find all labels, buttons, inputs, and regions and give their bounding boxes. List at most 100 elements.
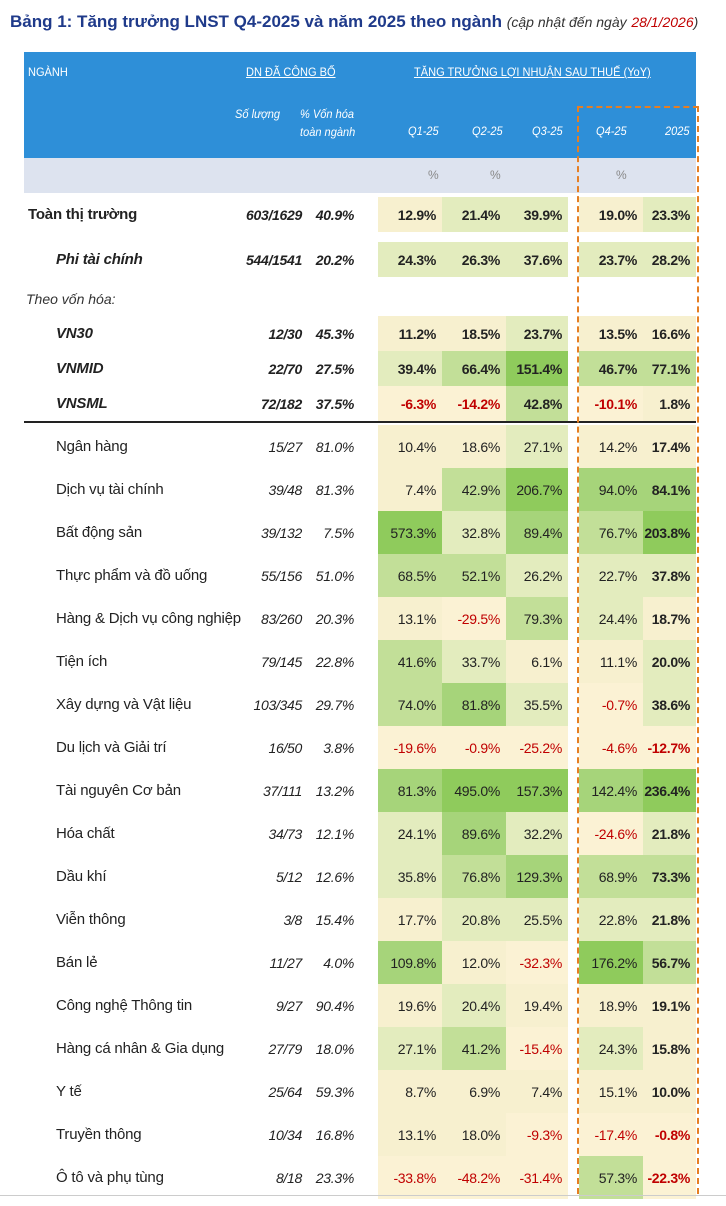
- row-name: Du lịch và Giải trí: [56, 739, 167, 756]
- cell-q1: 109.8%: [378, 941, 442, 984]
- cell-q1: 24.3%: [378, 242, 442, 277]
- cell-cap: 23.3%: [315, 1169, 355, 1186]
- row-name: Ô tô và phụ tùng: [56, 1169, 164, 1186]
- table-row: Hóa chất 34/73 12.1% 24.1% 89.6% 32.2% -24.6% 2…: [24, 812, 696, 855]
- cell-q3: 42.8%: [506, 386, 568, 421]
- cell-q2: 26.3%: [442, 242, 506, 277]
- row-name: Ngân hàng: [56, 438, 128, 455]
- cell-count: 15/27: [268, 438, 302, 455]
- cell-cap: 15.4%: [315, 911, 355, 928]
- header-nganh: NGÀNH: [28, 65, 68, 79]
- table-row: Dịch vụ tài chính 39/48 81.3% 7.4% 42.9% 206.…: [24, 468, 696, 511]
- cell-q1: 19.6%: [378, 984, 442, 1027]
- cell-cap: 18.0%: [315, 1040, 355, 1057]
- cell-q4: -17.4%: [579, 1113, 643, 1156]
- row-name: Phi tài chính: [56, 251, 143, 268]
- cell-count: 55/156: [260, 567, 302, 584]
- header-q4: Q4-25: [596, 124, 627, 138]
- row-name: Xây dựng và Vật liệu: [56, 696, 192, 713]
- cell-count: 603/1629: [246, 206, 302, 223]
- cell-q3: 7.4%: [506, 1070, 568, 1113]
- cell-q4: 11.1%: [579, 640, 643, 683]
- row-name: Dầu khí: [56, 868, 107, 885]
- cell-q3: 89.4%: [506, 511, 568, 554]
- cell-y: 37.8%: [643, 554, 696, 597]
- unit-q1: %: [428, 168, 439, 182]
- cell-q1: 13.1%: [378, 597, 442, 640]
- cell-cap: 51.0%: [315, 567, 355, 584]
- cell-cap: 81.3%: [315, 481, 355, 498]
- cell-q3: 157.3%: [506, 769, 568, 812]
- cell-q3: 25.5%: [506, 898, 568, 941]
- cell-q1: 39.4%: [378, 351, 442, 386]
- table-row: Hàng cá nhân & Gia dụng 27/79 18.0% 27.1% 41…: [24, 1027, 696, 1070]
- cell-q4: 57.3%: [579, 1156, 643, 1199]
- cell-q4: -0.7%: [579, 683, 643, 726]
- title-date: 28/1/2026: [631, 14, 694, 30]
- row-name: Y tế: [56, 1083, 82, 1100]
- cell-q3: 37.6%: [506, 242, 568, 277]
- cell-q2: 20.8%: [442, 898, 506, 941]
- cell-count: 22/70: [268, 360, 302, 377]
- cell-cap: 45.3%: [315, 325, 355, 342]
- cell-cap: 13.2%: [315, 782, 355, 799]
- cell-q4: 24.4%: [579, 597, 643, 640]
- table-row: Y tế 25/64 59.3% 8.7% 6.9% 7.4% 15.1% 10.0%: [24, 1070, 696, 1113]
- unit-q4: %: [616, 168, 627, 182]
- cell-q2: -29.5%: [442, 597, 506, 640]
- cell-q2: 81.8%: [442, 683, 506, 726]
- cell-q1: 74.0%: [378, 683, 442, 726]
- cell-y: 15.8%: [643, 1027, 696, 1070]
- cell-q2: 20.4%: [442, 984, 506, 1027]
- cell-count: 39/48: [268, 481, 302, 498]
- cell-cap: 20.2%: [315, 251, 355, 268]
- cell-y: -12.7%: [643, 726, 696, 769]
- table-row: Thực phẩm và đồ uống 55/156 51.0% 68.5% 52.1…: [24, 554, 696, 597]
- cell-q4: 22.8%: [579, 898, 643, 941]
- cell-q1: 13.1%: [378, 1113, 442, 1156]
- cell-q1: 68.5%: [378, 554, 442, 597]
- table-row: VN30 12/30 45.3% 11.2% 18.5% 23.7% 13.5% 16.6%: [24, 316, 696, 351]
- cell-q1: 35.8%: [378, 855, 442, 898]
- group-label: Theo vốn hóa:: [26, 291, 116, 307]
- table-row: Bán lẻ 11/27 4.0% 109.8% 12.0% -32.3% 176.2% 56…: [24, 941, 696, 984]
- cell-q3: 206.7%: [506, 468, 568, 511]
- cell-y: 17.4%: [643, 425, 696, 468]
- row-name: Tài nguyên Cơ bản: [56, 782, 181, 799]
- table-row: Tiện ích 79/145 22.8% 41.6% 33.7% 6.1% 11.1% 20…: [24, 640, 696, 683]
- table-row: Bất động sản 39/132 7.5% 573.3% 32.8% 89.4% 76…: [24, 511, 696, 554]
- cell-q3: -9.3%: [506, 1113, 568, 1156]
- cell-y: 38.6%: [643, 683, 696, 726]
- row-name: Thực phẩm và đồ uống: [56, 567, 208, 584]
- cell-count: 27/79: [268, 1040, 302, 1057]
- cell-cap: 12.1%: [315, 825, 355, 842]
- cell-q3: 79.3%: [506, 597, 568, 640]
- cell-count: 5/12: [275, 868, 302, 885]
- cell-q1: 8.7%: [378, 1070, 442, 1113]
- cell-cap: 20.3%: [315, 610, 355, 627]
- cell-count: 3/8: [283, 911, 302, 928]
- cell-q2: 6.9%: [442, 1070, 506, 1113]
- cell-q1: 27.1%: [378, 1027, 442, 1070]
- cell-q2: 495.0%: [442, 769, 506, 812]
- cell-q4: 23.7%: [579, 242, 643, 277]
- cell-cap: 81.0%: [315, 438, 355, 455]
- cell-q1: 41.6%: [378, 640, 442, 683]
- cell-q3: 32.2%: [506, 812, 568, 855]
- row-name: Truyền thông: [56, 1126, 142, 1143]
- cell-cap: 22.8%: [315, 653, 355, 670]
- table-row: Truyền thông 10/34 16.8% 13.1% 18.0% -9.3% -17…: [24, 1113, 696, 1156]
- cell-q3: -25.2%: [506, 726, 568, 769]
- table-row: Công nghệ Thông tin 9/27 90.4% 19.6% 20.4% 19…: [24, 984, 696, 1027]
- cell-q3: 23.7%: [506, 316, 568, 351]
- title-close: ): [693, 14, 699, 30]
- cell-cap: 37.5%: [315, 395, 355, 412]
- cell-y: 10.0%: [643, 1070, 696, 1113]
- cell-q1: 10.4%: [378, 425, 442, 468]
- cell-q4: 94.0%: [579, 468, 643, 511]
- header-growth-group: TĂNG TRƯỞNG LỢI NHUẬN SAU THUẾ (YoY): [414, 65, 651, 79]
- cell-count: 103/345: [253, 696, 302, 713]
- cell-q3: 129.3%: [506, 855, 568, 898]
- table-row: Phi tài chính 544/1541 20.2% 24.3% 26.3% 37.6…: [24, 242, 696, 277]
- table-row: VNMID 22/70 27.5% 39.4% 66.4% 151.4% 46.7% 77.1…: [24, 351, 696, 386]
